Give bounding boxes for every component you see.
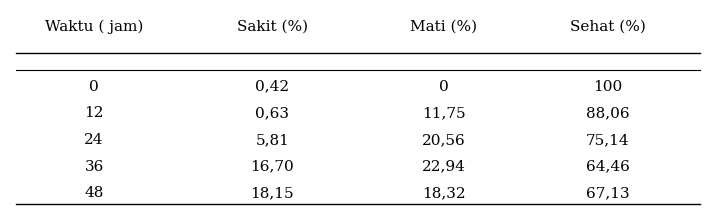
Text: 18,15: 18,15 bbox=[251, 186, 294, 200]
Text: 67,13: 67,13 bbox=[586, 186, 629, 200]
Text: 24: 24 bbox=[84, 133, 104, 147]
Text: 22,94: 22,94 bbox=[422, 160, 465, 174]
Text: 48: 48 bbox=[84, 186, 104, 200]
Text: Sehat (%): Sehat (%) bbox=[570, 20, 646, 34]
Text: 5,81: 5,81 bbox=[256, 133, 289, 147]
Text: 18,32: 18,32 bbox=[422, 186, 465, 200]
Text: 36: 36 bbox=[84, 160, 104, 174]
Text: Sakit (%): Sakit (%) bbox=[237, 20, 308, 34]
Text: 11,75: 11,75 bbox=[422, 106, 465, 120]
Text: 0,42: 0,42 bbox=[256, 80, 289, 94]
Text: 100: 100 bbox=[593, 80, 622, 94]
Text: 0: 0 bbox=[90, 80, 99, 94]
Text: 75,14: 75,14 bbox=[586, 133, 629, 147]
Text: 20,56: 20,56 bbox=[422, 133, 465, 147]
Text: 12: 12 bbox=[84, 106, 104, 120]
Text: Waktu ( jam): Waktu ( jam) bbox=[45, 20, 143, 34]
Text: 64,46: 64,46 bbox=[586, 160, 629, 174]
Text: 0,63: 0,63 bbox=[256, 106, 289, 120]
Text: Mati (%): Mati (%) bbox=[410, 20, 477, 34]
Text: 88,06: 88,06 bbox=[586, 106, 629, 120]
Text: 16,70: 16,70 bbox=[251, 160, 294, 174]
Text: 0: 0 bbox=[439, 80, 448, 94]
